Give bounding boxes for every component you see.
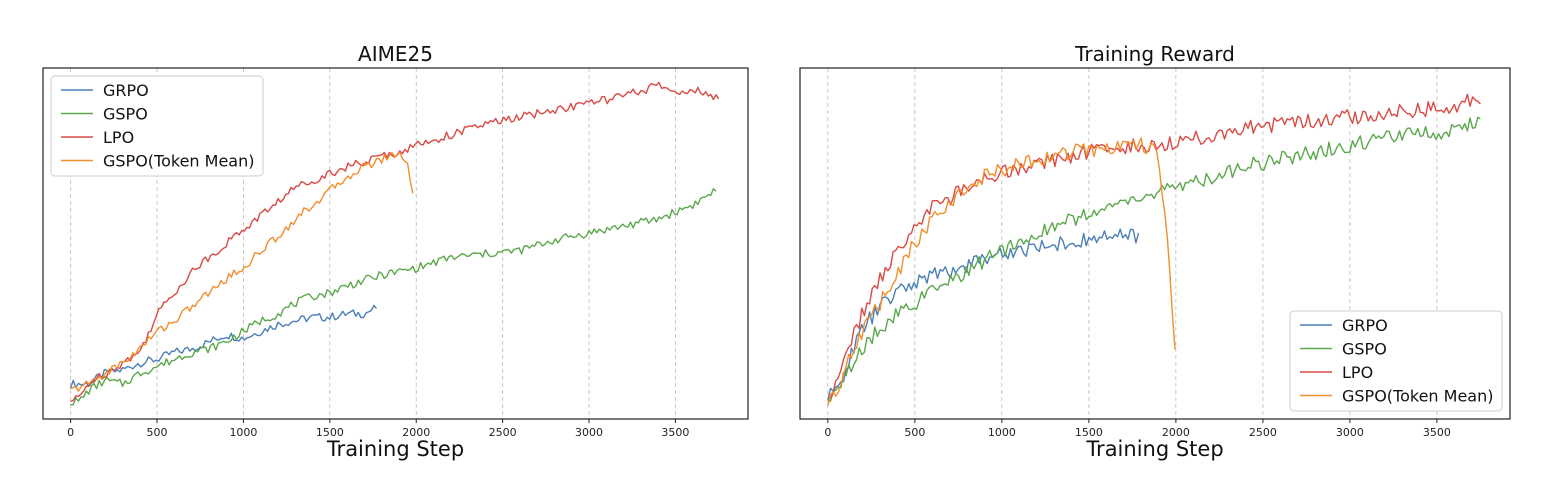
x-tick-label: 3500 <box>1423 426 1451 439</box>
x-tick-label: 500 <box>147 426 168 439</box>
legend-label: GSPO <box>103 105 148 124</box>
x-tick-label: 1500 <box>1075 426 1103 439</box>
series-line-gspo-token-mean- <box>827 137 1176 406</box>
series-line-gspo <box>827 116 1481 403</box>
x-tick-label: 0 <box>67 426 74 439</box>
series-line-grpo <box>827 228 1140 401</box>
chart-panel-2: 0 500 1000 1500 2000 2500 3000 3500 Training Rew… <box>799 42 1511 461</box>
legend-label: GSPO <box>1342 340 1387 359</box>
x-tick-label: 1000 <box>988 426 1016 439</box>
x-tick-label: 2000 <box>1162 426 1190 439</box>
legend-label: GSPO(Token Mean) <box>103 152 254 171</box>
plot-frame <box>42 67 749 420</box>
x-tick-label: 3000 <box>575 426 603 439</box>
x-tick-label: 2500 <box>489 426 517 439</box>
series-line-gspo <box>70 188 717 406</box>
plot-frame <box>799 67 1511 420</box>
chart-title: AIME25 <box>358 42 433 66</box>
legend: GRPO GSPO LPO GSPO(Token Mean) <box>1289 310 1503 412</box>
legend-box <box>50 75 264 177</box>
legend: GRPO GSPO LPO GSPO(Token Mean) <box>50 75 264 177</box>
legend-label: GSPO(Token Mean) <box>1342 387 1493 406</box>
x-tick-label: 1000 <box>229 426 257 439</box>
x-axis-label: Training Step <box>1085 437 1223 461</box>
series-line-gspo-token-mean- <box>70 151 414 392</box>
legend-label: LPO <box>103 128 134 147</box>
x-tick-label: 1500 <box>316 426 344 439</box>
x-tick-label: 0 <box>824 426 831 439</box>
x-tick-label: 3000 <box>1336 426 1364 439</box>
series-line-lpo <box>827 93 1481 402</box>
x-tick-label: 2500 <box>1249 426 1277 439</box>
chart-panel-1: 0 500 1000 1500 2000 2500 3000 3500 AIME25 Traini… <box>42 42 749 461</box>
x-axis-label: Training Step <box>326 437 464 461</box>
x-tick-label: 2000 <box>402 426 430 439</box>
x-tick-label: 500 <box>904 426 925 439</box>
chart-title: Training Reward <box>1074 42 1235 66</box>
legend-label: GRPO <box>103 81 149 100</box>
legend-label: LPO <box>1342 363 1373 382</box>
x-tick-label: 3500 <box>661 426 689 439</box>
series-line-grpo <box>69 304 378 389</box>
legend-box <box>1289 310 1503 412</box>
legend-label: GRPO <box>1342 316 1388 335</box>
